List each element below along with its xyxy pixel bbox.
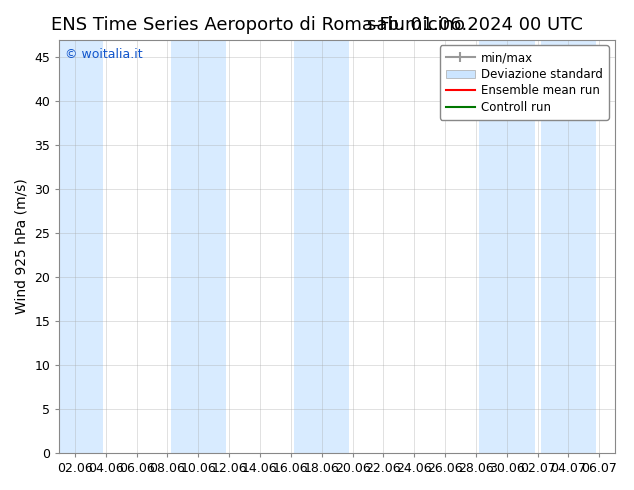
Legend: min/max, Deviazione standard, Ensemble mean run, Controll run: min/max, Deviazione standard, Ensemble m… [440,46,609,120]
Text: ENS Time Series Aeroporto di Roma-Fiumicino: ENS Time Series Aeroporto di Roma-Fiumic… [51,16,465,34]
Bar [479,40,534,453]
Bar [541,40,596,453]
Text: © woitalia.it: © woitalia.it [65,48,143,61]
Y-axis label: Wind 925 hPa (m/s): Wind 925 hPa (m/s) [15,178,29,314]
Bar [47,40,103,453]
Bar [171,40,226,453]
Bar [294,40,349,453]
Text: sab. 01.06.2024 00 UTC: sab. 01.06.2024 00 UTC [368,16,583,34]
